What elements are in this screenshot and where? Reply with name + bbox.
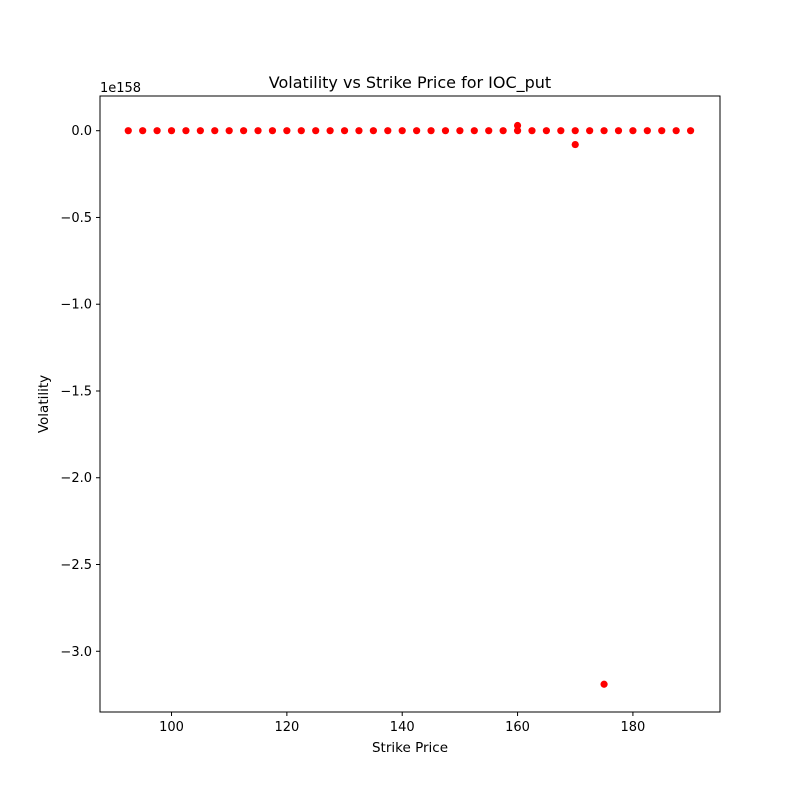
scatter-point	[686, 127, 695, 135]
scatter-point	[600, 680, 608, 688]
x-tick-label: 180	[620, 720, 645, 735]
y-tick-label: −3.0	[60, 645, 92, 660]
scatter-point	[614, 127, 623, 135]
scatter-point	[124, 127, 132, 135]
scatter-point	[427, 127, 435, 135]
scatter-point	[297, 127, 305, 135]
scatter-point	[586, 127, 594, 135]
scatter-point	[153, 127, 161, 135]
scatter-point	[470, 127, 478, 135]
scatter-point	[571, 127, 579, 135]
x-tick-label: 160	[505, 720, 530, 735]
scatter-point	[456, 127, 464, 135]
x-axis-label: Strike Price	[372, 740, 448, 756]
scatter-point	[413, 127, 421, 135]
y-tick-label: −2.5	[60, 558, 92, 573]
scatter-point	[268, 127, 277, 135]
scatter-point	[355, 127, 363, 135]
scatter-point	[571, 140, 579, 149]
scatter-point	[441, 127, 450, 135]
scatter-point	[513, 121, 522, 130]
scatter-point	[398, 127, 406, 135]
chart-title: Volatility vs Strike Price for IOC_put	[269, 73, 551, 93]
data-points	[124, 121, 695, 688]
scatter-point	[600, 127, 608, 135]
scatter-point	[240, 127, 248, 135]
scatter-point	[658, 127, 666, 135]
scatter-point	[513, 127, 522, 135]
scatter-point	[340, 127, 349, 135]
scatter-point	[672, 127, 680, 135]
plot-area-frame	[99, 95, 721, 713]
scatter-point	[643, 127, 651, 135]
scatter-point	[283, 127, 291, 135]
scatter-point	[499, 127, 507, 135]
x-tick-label: 100	[159, 720, 184, 735]
scatter-point	[139, 127, 147, 135]
scatter-point	[485, 127, 493, 135]
y-tick-label: −0.5	[60, 211, 92, 226]
scatter-point	[326, 127, 334, 135]
scatter-point	[254, 127, 262, 135]
y-axis-label: Volatility	[36, 375, 52, 433]
y-tick-label: −1.5	[60, 384, 92, 399]
x-tick-label: 120	[274, 720, 299, 735]
y-tick-label: −1.0	[60, 298, 92, 313]
x-axis-ticks: 100 120 140 160 180	[159, 712, 645, 735]
scatter-point	[182, 127, 190, 135]
scatter-point	[542, 127, 551, 135]
scatter-point	[225, 127, 233, 135]
scatter-point	[384, 127, 392, 135]
scatter-point	[369, 127, 377, 135]
scatter-point	[629, 127, 637, 135]
y-tick-label: 0.0	[71, 124, 92, 139]
y-axis-offset-text: 1e158	[100, 81, 141, 96]
y-axis-ticks: 0.0 −0.5 −1.0 −1.5 −2.0 −2.5 −3.0	[60, 124, 100, 660]
scatter-point	[557, 127, 565, 135]
y-tick-label: −2.0	[60, 471, 92, 486]
scatter-point	[528, 127, 536, 135]
scatter-point	[211, 127, 219, 135]
scatter-point	[196, 127, 204, 135]
x-tick-label: 140	[390, 720, 415, 735]
scatter-point	[167, 127, 176, 135]
scatter-point	[312, 127, 320, 135]
